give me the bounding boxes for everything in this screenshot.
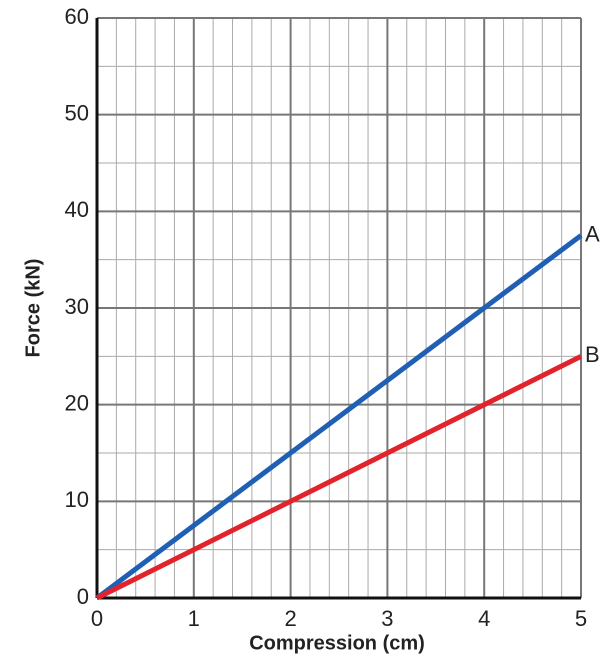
y-tick-label: 60: [65, 4, 89, 29]
x-axis-label: Compression (cm): [249, 632, 425, 654]
y-axis-label: Force (kN): [22, 259, 44, 358]
y-tick-label: 20: [65, 390, 89, 415]
x-tick-label: 1: [188, 606, 200, 631]
series-line: [95, 233, 583, 601]
series-end-label: A: [585, 221, 600, 246]
y-tick-label: 30: [65, 294, 89, 319]
x-tick-label: 2: [284, 606, 296, 631]
y-tick-label: 50: [65, 100, 89, 125]
y-tick-label: 0: [77, 584, 89, 609]
x-tick-label: 5: [575, 606, 587, 631]
x-tick-label: 4: [478, 606, 490, 631]
series-line: [95, 354, 583, 601]
series-end-label: B: [585, 342, 600, 367]
y-tick-label: 40: [65, 197, 89, 222]
x-tick-label: 0: [91, 606, 103, 631]
x-tick-label: 3: [381, 606, 393, 631]
y-tick-label: 10: [65, 487, 89, 512]
